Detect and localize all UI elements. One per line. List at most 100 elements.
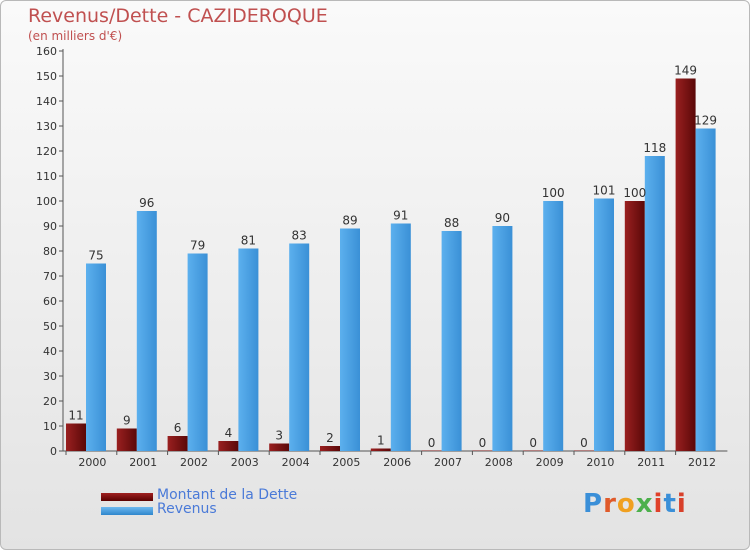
logo-letter: r: [603, 489, 617, 519]
data-label-revenue: 79: [190, 239, 205, 253]
y-tick-label: 30: [43, 370, 57, 383]
bar-revenue: [390, 223, 411, 451]
bar-revenue: [644, 156, 665, 451]
data-label-debt: 6: [174, 421, 182, 435]
data-label-revenue: 81: [241, 234, 256, 248]
data-label-revenue: 90: [495, 211, 510, 225]
y-tick-label: 60: [43, 295, 57, 308]
y-tick-label: 0: [50, 445, 57, 458]
chart-subtitle: (en milliers d'€): [28, 29, 123, 43]
y-tick-label: 50: [43, 320, 57, 333]
data-label-debt: 0: [428, 436, 436, 450]
data-labels: 11 75 9 96 6 79 4 81 3 83 2 89 1 91 0 88 0 90 0 100 0 101 100 1…: [68, 64, 717, 451]
bar-debt: [574, 450, 594, 451]
y-tick-label: 20: [43, 395, 57, 408]
x-tick-label: 2010: [586, 456, 614, 469]
bar-revenue: [543, 201, 564, 451]
x-tick-label: 2002: [180, 456, 208, 469]
logo-letter: x: [635, 489, 654, 519]
bar-debt: [675, 78, 696, 451]
data-label-debt: 149: [674, 64, 697, 78]
x-tick-label: 2000: [78, 456, 106, 469]
bar-revenue: [594, 198, 614, 451]
x-tick-label: 2004: [282, 456, 310, 469]
x-tick-label: 2009: [536, 456, 564, 469]
data-label-revenue: 88: [444, 216, 459, 230]
bars: [66, 78, 716, 451]
legend-label-debt: Montant de la Dette: [157, 487, 298, 503]
x-tick-label: 2011: [637, 456, 665, 469]
y-tick-label: 70: [43, 270, 57, 283]
bar-revenue: [86, 263, 106, 451]
y-tick-label: 150: [36, 70, 57, 83]
y-tick-label: 140: [36, 95, 57, 108]
bar-debt: [218, 441, 239, 451]
logo-letter: i: [676, 489, 687, 519]
bar-debt: [472, 450, 493, 451]
bar-revenue: [340, 228, 360, 451]
y-tick-label: 120: [36, 145, 57, 158]
data-label-revenue: 83: [292, 229, 307, 243]
bar-debt: [116, 428, 137, 451]
x-tick-label: 2001: [129, 456, 157, 469]
data-label-debt: 11: [68, 409, 83, 423]
data-label-revenue: 75: [88, 249, 103, 263]
y-tick-label: 110: [36, 170, 57, 183]
y-tick-label: 100: [36, 195, 57, 208]
logo-letter: P: [583, 489, 604, 519]
chart-title: Revenus/Dette - CAZIDEROQUE: [28, 5, 328, 27]
bar-revenue: [289, 243, 310, 451]
x-tick-label: 2012: [688, 456, 716, 469]
bar-revenue: [492, 226, 513, 451]
data-label-revenue: 91: [393, 209, 408, 223]
data-label-debt: 1: [377, 434, 385, 448]
y-tick-label: 10: [43, 420, 57, 433]
bar-revenue: [136, 211, 157, 451]
proxiti-logo: Proxiti: [583, 489, 687, 519]
data-label-debt: 9: [123, 414, 131, 428]
y-tick-label: 40: [43, 345, 57, 358]
data-label-revenue: 118: [643, 141, 666, 155]
data-label-revenue: 89: [342, 214, 357, 228]
data-label-debt: 0: [529, 436, 537, 450]
legend-label-revenue: Revenus: [157, 501, 217, 517]
x-tick-label: 2006: [383, 456, 411, 469]
data-label-revenue: 96: [139, 196, 154, 210]
bar-revenue: [187, 253, 208, 451]
bar-debt: [320, 446, 340, 451]
bar-debt: [370, 448, 391, 451]
bar-debt: [167, 436, 188, 451]
data-label-debt: 2: [326, 431, 334, 445]
x-tick-label: 2008: [485, 456, 513, 469]
data-label-debt: 4: [225, 426, 233, 440]
x-tick-label: 2003: [231, 456, 259, 469]
bar-revenue: [695, 128, 716, 451]
data-label-debt: 100: [623, 186, 646, 200]
data-label-revenue: 100: [542, 186, 565, 200]
data-label-revenue: 129: [694, 114, 717, 128]
legend-swatch-revenue: [101, 507, 153, 515]
bar-debt: [421, 450, 442, 451]
bar-revenue: [238, 248, 259, 451]
data-label-debt: 0: [479, 436, 487, 450]
bar-debt: [269, 443, 290, 451]
y-tick-label: 160: [36, 45, 57, 58]
bar-revenue: [441, 231, 462, 451]
data-label-debt: 0: [580, 436, 588, 450]
data-label-revenue: 101: [593, 184, 616, 198]
data-label-debt: 3: [275, 429, 283, 443]
y-tick-label: 80: [43, 245, 57, 258]
logo-letter: o: [616, 489, 636, 519]
x-tick-label: 2007: [434, 456, 462, 469]
x-tick-label: 2005: [332, 456, 360, 469]
bar-debt: [624, 201, 645, 451]
logo-letter: i: [653, 489, 664, 519]
bar-debt: [66, 423, 86, 451]
y-tick-label: 90: [43, 220, 57, 233]
logo-letter: t: [663, 489, 677, 519]
y-tick-label: 130: [36, 120, 57, 133]
bar-debt: [523, 450, 544, 451]
legend-swatch-debt: [101, 493, 153, 501]
